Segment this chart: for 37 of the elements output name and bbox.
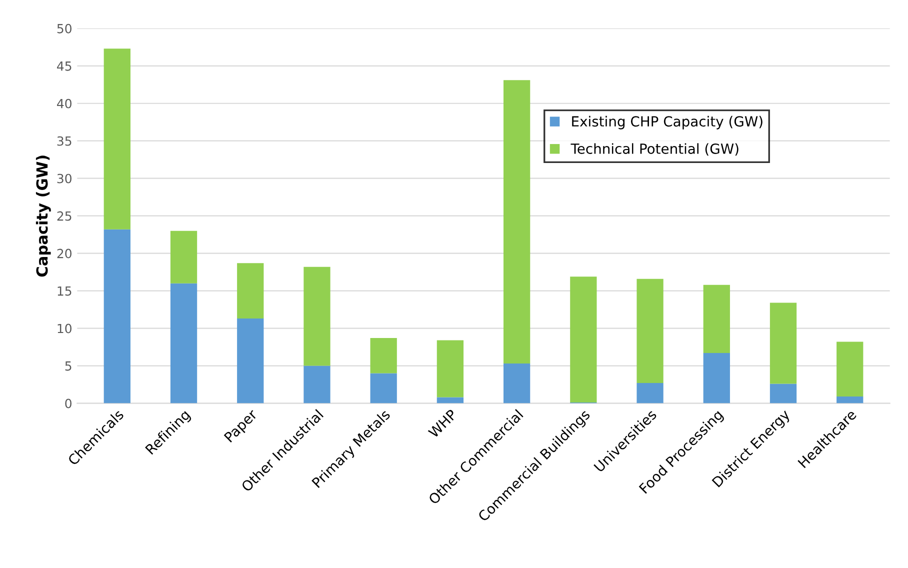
y-tick-label: 30: [57, 174, 72, 184]
y-tick-label: 45: [57, 62, 72, 71]
bar: [370, 373, 397, 404]
legend-label: Technical Potential (GW): [570, 143, 738, 156]
bar: [170, 230, 198, 284]
y-tick-label: 0: [65, 398, 72, 408]
bar: [703, 353, 730, 404]
bar: [104, 229, 130, 404]
bar: [636, 278, 664, 384]
bar: [104, 48, 130, 230]
y-axis-title: Capacity (GW): [36, 156, 51, 277]
bar: [836, 396, 864, 404]
bar: [770, 302, 797, 384]
y-tick-label: 25: [57, 211, 72, 221]
bar: [370, 338, 397, 374]
bar: [503, 80, 530, 364]
y-tick-label: 15: [58, 286, 72, 296]
bar: [304, 266, 330, 366]
y-tick-label: 5: [65, 361, 72, 371]
y-tick-label: 35: [57, 136, 72, 146]
y-tick-label: 40: [57, 98, 72, 108]
bar: [304, 366, 330, 404]
bar: [170, 283, 198, 404]
bar: [436, 340, 464, 398]
legend-label: Existing CHP Capacity (GW): [572, 116, 762, 130]
y-tick-label: 50: [57, 24, 72, 34]
bar: [836, 342, 864, 397]
bar: [570, 276, 597, 403]
bar: [436, 397, 464, 404]
bar: [237, 318, 264, 404]
y-tick-label: 20: [57, 248, 72, 258]
bar: [703, 284, 730, 354]
bar: [770, 384, 797, 404]
bar: [503, 364, 530, 404]
bar: [636, 383, 664, 404]
y-tick-label: 10: [58, 324, 72, 334]
bar: [237, 263, 264, 319]
